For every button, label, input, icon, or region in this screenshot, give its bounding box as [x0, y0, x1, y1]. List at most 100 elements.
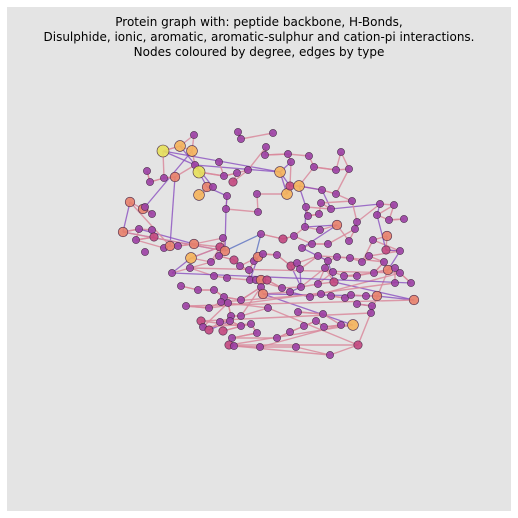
graph-node	[337, 321, 345, 329]
graph-node	[365, 252, 373, 260]
graph-node	[368, 302, 376, 310]
graph-node	[353, 272, 361, 280]
graph-node	[286, 288, 294, 296]
graph-node	[256, 343, 264, 351]
graph-edge	[297, 311, 324, 315]
graph-edge	[295, 346, 331, 356]
graph-node	[204, 325, 214, 335]
graph-node	[185, 252, 197, 264]
graph-node	[149, 232, 159, 242]
graph-node	[321, 264, 329, 272]
graph-node	[210, 286, 218, 294]
graph-node	[306, 293, 314, 301]
graph-node	[264, 304, 272, 312]
graph-node	[353, 218, 361, 226]
graph-node	[210, 272, 218, 280]
graph-node	[296, 265, 304, 273]
graph-node	[347, 319, 359, 331]
graph-node	[351, 225, 359, 233]
graph-node	[381, 230, 393, 242]
graph-node	[132, 236, 140, 244]
graph-node	[262, 275, 272, 285]
graph-node	[326, 351, 334, 359]
graph-node	[285, 181, 295, 191]
graph-node	[317, 290, 325, 298]
graph-node	[327, 292, 335, 300]
graph-node	[224, 299, 232, 307]
graph-node	[396, 247, 404, 255]
graph-node	[188, 238, 200, 250]
graph-node	[273, 251, 281, 259]
graph-edge	[240, 132, 274, 140]
graph-node	[257, 230, 265, 238]
graph-node	[297, 283, 305, 291]
graph-node	[287, 158, 295, 166]
graph-node	[308, 240, 316, 248]
graph-node	[194, 286, 202, 294]
graph-node	[302, 203, 310, 211]
title-line-1: Protein graph with: peptide backbone, H-…	[115, 15, 403, 29]
graph-edge	[372, 239, 401, 252]
graph-node	[353, 340, 363, 350]
graph-edge	[208, 282, 396, 309]
graph-node	[215, 252, 223, 260]
graph-node	[284, 150, 292, 158]
graph-node	[329, 277, 339, 287]
graph-node	[186, 145, 198, 157]
graph-node	[192, 165, 206, 179]
graph-node	[245, 266, 253, 274]
graph-node	[305, 152, 313, 160]
graph-node	[367, 309, 375, 317]
graph-node	[174, 140, 186, 152]
graph-node	[223, 274, 231, 282]
graph-node	[390, 201, 398, 209]
graph-node	[135, 225, 143, 233]
graph-edge	[304, 224, 338, 228]
graph-edge	[349, 257, 385, 263]
graph-node	[381, 245, 391, 255]
graph-node	[385, 216, 393, 224]
graph-edge	[122, 201, 131, 233]
graph-node	[257, 288, 269, 300]
graph-node	[222, 205, 230, 213]
graph-node	[318, 186, 326, 194]
graph-node	[148, 210, 156, 218]
graph-edge	[129, 201, 171, 247]
graph-node	[193, 189, 205, 201]
graph-node	[253, 329, 261, 337]
graph-node	[274, 166, 286, 178]
graph-edge	[189, 267, 401, 274]
graph-node	[216, 318, 224, 326]
graph-node	[315, 210, 323, 218]
graph-edge	[327, 228, 356, 245]
graph-edge	[138, 228, 195, 245]
graph-node	[261, 151, 269, 159]
graph-node	[310, 163, 318, 171]
graph-node	[237, 312, 245, 320]
graph-node	[237, 135, 245, 143]
graph-node	[219, 234, 227, 242]
title-line-3: Nodes coloured by degree, edges by type	[133, 45, 385, 59]
graph-node	[209, 183, 217, 191]
graph-edge	[225, 208, 259, 213]
graph-node	[346, 254, 354, 262]
graph-node	[262, 143, 270, 151]
graph-node	[259, 250, 267, 258]
graph-node	[205, 304, 213, 312]
graph-node	[218, 326, 228, 336]
graph-node	[124, 196, 136, 208]
graph-node	[234, 128, 242, 136]
graph-node	[286, 328, 294, 336]
graph-node	[380, 258, 388, 266]
graph-edge	[240, 286, 262, 317]
graph-node	[293, 180, 305, 192]
graph-node	[347, 291, 355, 299]
graph-node	[156, 144, 170, 158]
graph-node	[217, 298, 225, 306]
graph-edge	[169, 176, 176, 247]
graph-node	[345, 165, 353, 173]
graph-node	[207, 258, 215, 266]
graph-node	[143, 167, 151, 175]
graph-edge	[320, 200, 353, 204]
graph-node	[254, 208, 262, 216]
